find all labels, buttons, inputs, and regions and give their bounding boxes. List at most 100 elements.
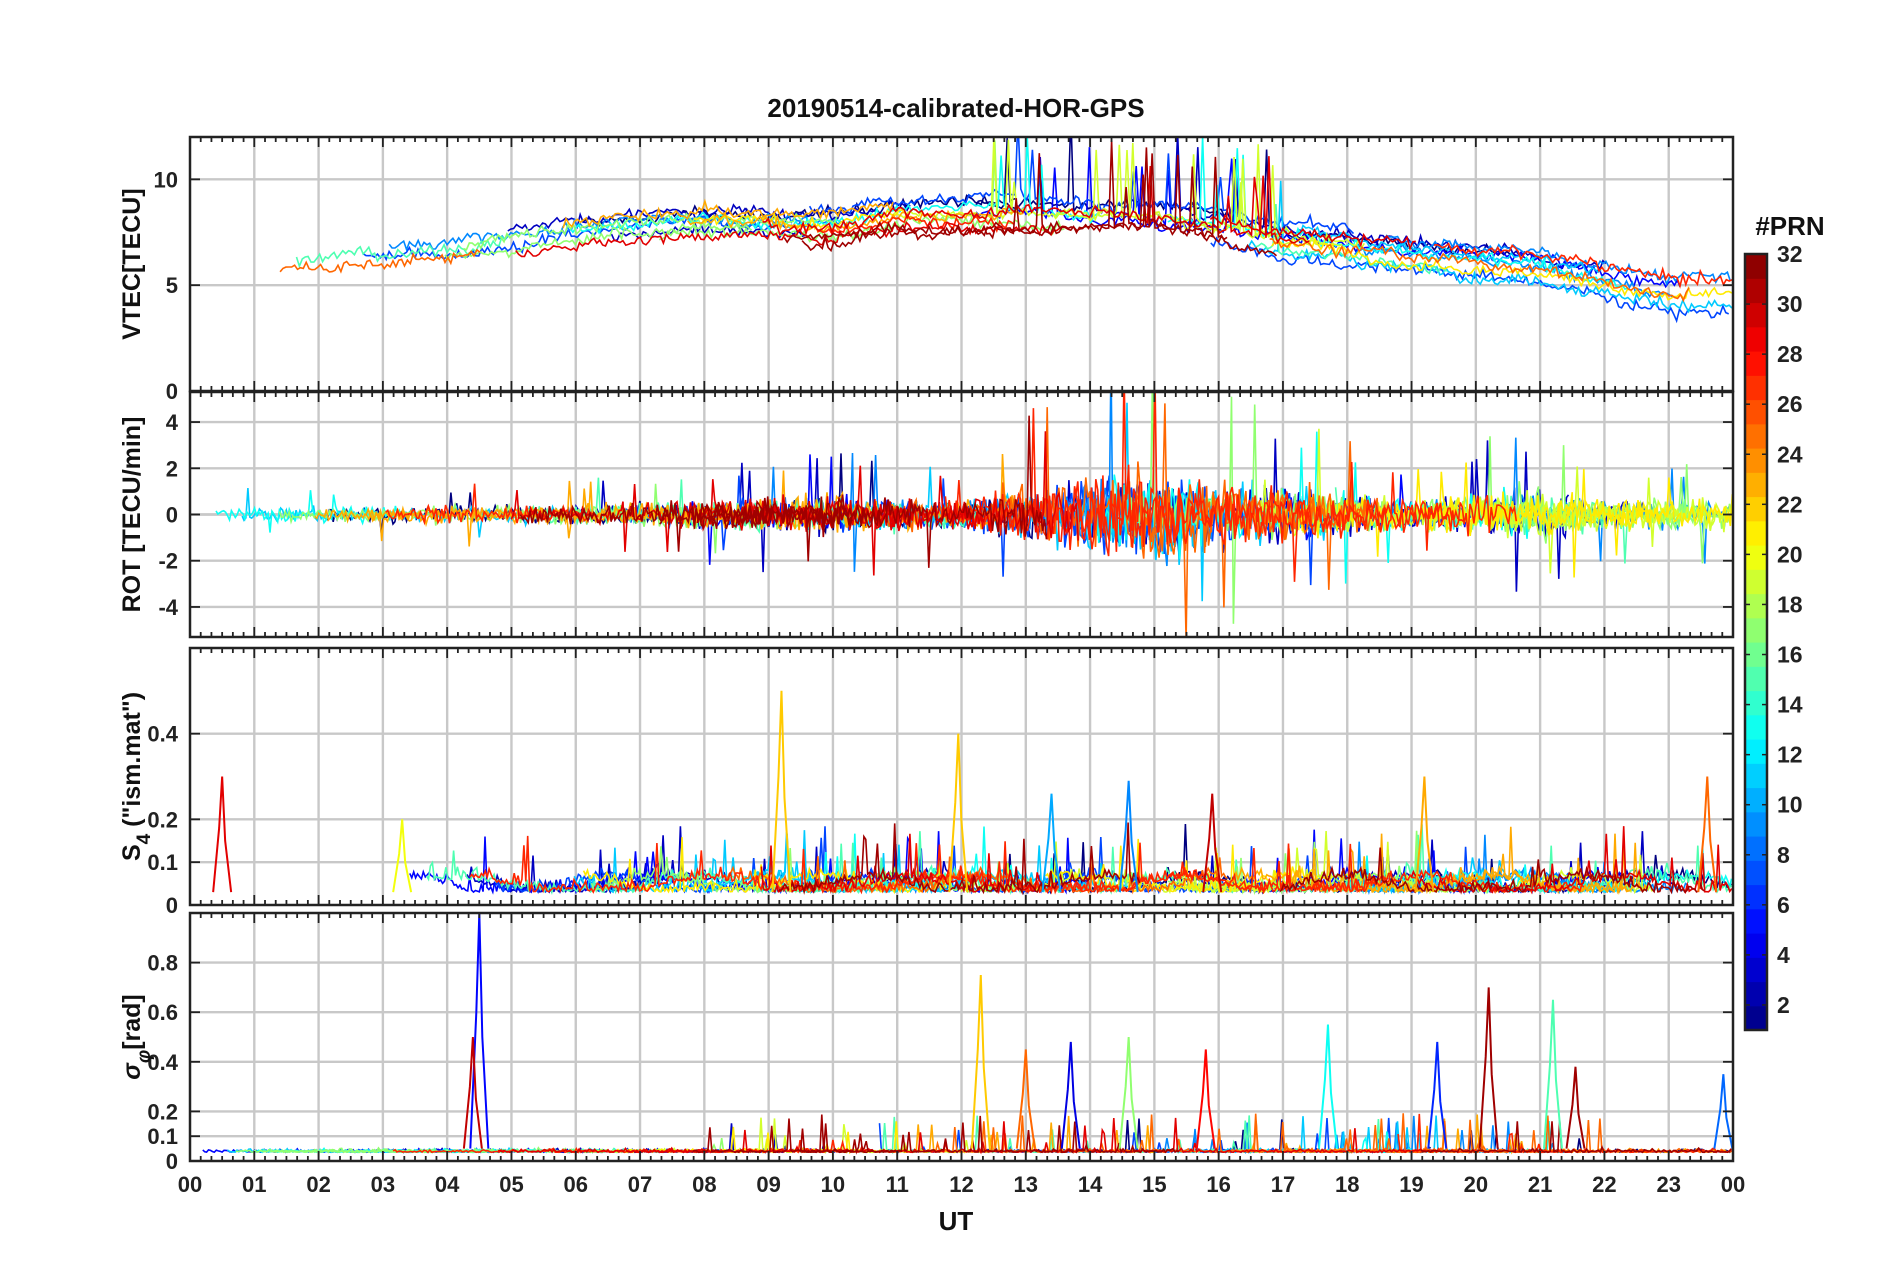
x-tick-label: 23 [1656, 1172, 1680, 1197]
colorbar-band [1745, 254, 1767, 279]
ylabel-main: S [118, 844, 146, 861]
colorbar-band [1745, 448, 1767, 473]
colorbar-band [1745, 690, 1767, 716]
colorbar-band [1745, 278, 1767, 304]
colorbar-tick-label: 12 [1777, 742, 1803, 768]
y-tick-label: 0 [166, 1149, 178, 1174]
series-line-prn-31 [778, 822, 1141, 896]
y-tick-label: 0 [166, 379, 178, 404]
panel-rot: -4 -2 0 2 4 ROT [TECU/min] [118, 390, 1735, 639]
y-axis-label-sigphi: σφ[rad] [118, 994, 155, 1080]
spike-prn-22 [771, 690, 792, 893]
colorbar-band [1745, 351, 1767, 376]
colorbar-band [1745, 423, 1767, 449]
x-tick-label: 15 [1142, 1172, 1166, 1197]
ylabel-rest: [rad] [118, 994, 146, 1050]
y-tick-label: 10 [154, 167, 178, 192]
grid-vtec [190, 137, 1733, 391]
colorbar-frame [1743, 252, 1769, 1032]
colorbar-band [1745, 714, 1767, 740]
spike-prn-29 [212, 776, 233, 893]
series-line-prn-25 [279, 248, 481, 274]
colorbar-band [1745, 375, 1767, 401]
colorbar-label: #PRN [1755, 211, 1824, 241]
x-tick-label: 13 [1014, 1172, 1038, 1197]
series-line-prn-31 [783, 154, 1228, 244]
colorbar-tick-label: 22 [1777, 491, 1803, 517]
y-tick-label: 0.6 [147, 1000, 178, 1025]
series-line-prn-7 [1210, 236, 1730, 324]
x-tick-label: 10 [821, 1172, 845, 1197]
chart-title: 20190514-calibrated-HOR-GPS [767, 93, 1144, 123]
ylabel-sub: φ [134, 1050, 155, 1063]
colorbar-tick-label: 32 [1777, 241, 1803, 267]
ylabel-main: σ [118, 1062, 146, 1080]
colorbar-band [1745, 593, 1767, 619]
y-axis-label-s4: S4 ("ism.mat") [118, 692, 155, 861]
colorbar-band [1745, 787, 1767, 813]
x-tick-label: 16 [1206, 1172, 1230, 1197]
y-tick-label: 0 [166, 503, 178, 528]
y-tick-label: 0.4 [147, 1050, 178, 1075]
colorbar-band [1745, 908, 1767, 934]
x-tick-label: 14 [1078, 1172, 1103, 1197]
x-tick-label: 00 [1721, 1172, 1745, 1197]
series-line-prn-19 [889, 137, 1365, 251]
colorbar-band [1745, 884, 1767, 910]
y-tick-label: 4 [166, 410, 179, 435]
x-tick-label: 21 [1528, 1172, 1552, 1197]
series-line-prn-31 [1420, 1120, 1733, 1154]
spike-prn-25 [1015, 1049, 1036, 1149]
x-tick-label: 09 [756, 1172, 780, 1197]
x-tick-label: 05 [499, 1172, 523, 1197]
colorbar-band [1745, 520, 1767, 546]
colorbar-band [1745, 739, 1767, 764]
axes-frame-s4 [188, 646, 1735, 907]
series-line-prn-29 [1209, 214, 1416, 251]
colorbar-band [1745, 860, 1767, 886]
series-group-vtec [279, 137, 1733, 324]
colorbar-band [1745, 399, 1767, 425]
series-group-rot [215, 392, 1733, 637]
spike-prn-22 [948, 733, 969, 893]
spike-prn-13 [1317, 1024, 1338, 1149]
series-group-s4 [212, 690, 1733, 896]
colorbar-band [1745, 496, 1767, 522]
spike-prn-4 [1060, 1041, 1081, 1149]
series-line-prn-31 [801, 140, 1278, 257]
colorbar-band [1745, 666, 1767, 692]
y-tick-label: 2 [166, 456, 178, 481]
spike-prn-31 [1478, 987, 1499, 1149]
spike-prn-28 [1195, 1049, 1216, 1149]
colorbar-tick-label: 16 [1777, 642, 1803, 668]
series-line-prn-15 [295, 234, 509, 269]
colorbar-band [1745, 617, 1767, 643]
spike-prn-30 [1202, 793, 1223, 893]
series-line-prn-29 [1410, 826, 1733, 895]
x-tick-labels: 00 01 02 03 04 05 06 07 08 09 10 11 12 13 14 15 16 17 18 19… [178, 1172, 1745, 1197]
spike-prn-15 [1542, 999, 1563, 1149]
colorbar-band [1745, 326, 1767, 352]
y-tick-label: 0.1 [147, 1124, 178, 1149]
spike-prn-9 [1118, 780, 1139, 893]
colorbar-band [1745, 1005, 1767, 1031]
panel-sigphi: 00.10.2 0.4 0.6 0.8 σφ[rad] [118, 911, 1735, 1174]
colorbar-band [1745, 836, 1767, 861]
x-tick-label: 18 [1335, 1172, 1359, 1197]
ylabel-sub: 4 [134, 833, 155, 844]
colorbar-band [1745, 302, 1767, 328]
colorbar-tick-label: 30 [1777, 291, 1803, 317]
y-axis-label-rot: ROT [TECU/min] [118, 417, 146, 613]
x-tick-label: 19 [1399, 1172, 1423, 1197]
colorbar-band [1745, 981, 1767, 1007]
x-tick-label: 17 [1271, 1172, 1295, 1197]
colorbar-band [1745, 569, 1767, 595]
axes-frame-sigphi [188, 911, 1735, 1163]
x-axis-label: UT [939, 1206, 974, 1236]
grid-sigphi [190, 913, 1733, 1161]
spike-prn-20 [392, 819, 413, 893]
colorbar-tick-label: 24 [1777, 441, 1803, 467]
spike-prn-17 [1118, 1036, 1139, 1149]
y-tick-label: 0.2 [147, 807, 178, 832]
